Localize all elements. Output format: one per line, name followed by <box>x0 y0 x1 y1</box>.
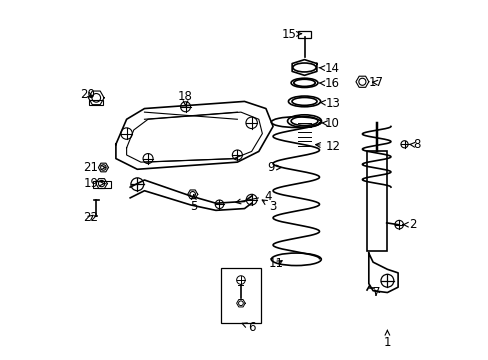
Text: 14: 14 <box>318 62 339 75</box>
Text: 9: 9 <box>267 161 281 174</box>
Text: 8: 8 <box>409 139 420 152</box>
Text: 17: 17 <box>367 76 383 89</box>
Text: 5: 5 <box>190 194 197 213</box>
Text: 21: 21 <box>83 161 105 174</box>
Text: 4: 4 <box>235 190 271 204</box>
Text: 12: 12 <box>315 140 340 153</box>
Text: 20: 20 <box>80 88 95 101</box>
Text: 19: 19 <box>84 177 104 190</box>
Text: 16: 16 <box>318 77 339 90</box>
Text: 3: 3 <box>262 200 276 213</box>
Text: 10: 10 <box>321 117 339 130</box>
Text: 22: 22 <box>82 211 98 224</box>
Text: 13: 13 <box>319 97 340 110</box>
Text: 2: 2 <box>402 218 415 231</box>
Text: 1: 1 <box>383 330 390 349</box>
Text: 18: 18 <box>178 90 193 106</box>
Bar <box>366 152 386 251</box>
Bar <box>93 181 110 188</box>
Text: 6: 6 <box>242 321 255 334</box>
Text: 15: 15 <box>281 28 301 41</box>
Bar <box>221 267 260 323</box>
Text: 7: 7 <box>372 286 380 299</box>
Bar <box>89 100 103 105</box>
Text: 11: 11 <box>268 257 284 270</box>
Bar <box>298 31 310 38</box>
